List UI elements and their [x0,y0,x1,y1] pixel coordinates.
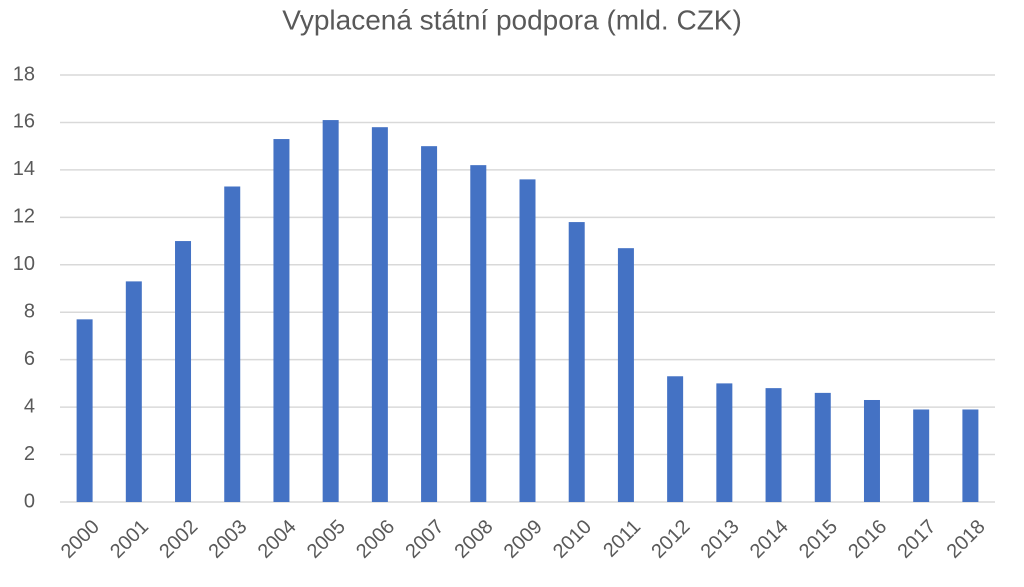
y-tick-label: 12 [13,206,35,228]
bar [224,186,241,502]
bar [814,392,831,502]
x-tick-label: 2008 [451,516,498,563]
y-tick-label: 10 [13,253,35,275]
x-tick-label: 2010 [549,516,596,563]
y-tick-label: 2 [24,443,35,465]
bar [863,399,880,502]
y-tick-label: 14 [13,158,35,180]
bar [175,241,192,503]
y-tick-label: 16 [13,111,35,133]
y-tick-label: 8 [24,301,35,323]
bar [617,248,634,502]
bar [962,409,979,502]
bar [421,146,438,502]
bar [765,388,782,502]
bar [76,319,93,502]
bar [322,120,339,503]
x-tick-label: 2004 [254,516,301,563]
y-tick-label: 0 [24,490,35,512]
bar [470,165,487,502]
x-tick-label: 2000 [57,516,104,563]
x-tick-label: 2005 [303,516,350,563]
bar [568,222,585,503]
y-tick-label: 18 [13,63,35,85]
x-tick-label: 2017 [893,516,940,563]
x-tick-label: 2007 [401,516,448,563]
y-tick-label: 6 [24,348,35,370]
x-tick-label: 2011 [599,516,645,562]
x-tick-label: 2013 [697,516,744,563]
bar [716,383,733,502]
x-tick-label: 2012 [647,516,694,563]
bar [273,139,290,503]
x-tick-label: 2001 [106,516,153,563]
x-tick-label: 2002 [155,516,202,563]
chart-title: Vyplacená státní podpora (mld. CZK) [282,4,742,35]
x-tick-label: 2018 [943,516,990,563]
x-tick-label: 2016 [844,516,891,563]
x-tick-label: 2009 [500,516,547,563]
x-tick-label: 2006 [352,516,399,563]
x-tick-label: 2015 [795,516,842,563]
bar [519,179,536,502]
x-tick-label: 2003 [204,516,251,563]
bar [125,281,142,502]
bar [913,409,930,502]
bar [667,376,684,502]
bar [371,127,388,502]
x-tick-label: 2014 [746,516,793,563]
y-tick-label: 4 [24,395,35,417]
